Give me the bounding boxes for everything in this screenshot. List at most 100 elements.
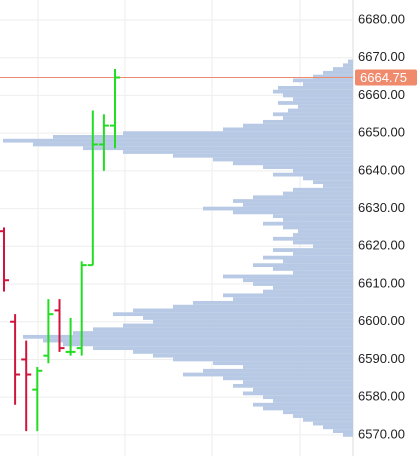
profile-bar: [323, 70, 353, 75]
profile-bar: [243, 278, 353, 283]
profile-bar: [273, 248, 353, 252]
profile-bar: [253, 387, 353, 392]
profile-bar: [273, 285, 353, 290]
profile-bar: [283, 191, 353, 196]
profile-bar: [298, 104, 353, 109]
profile-bar: [193, 300, 353, 305]
profile-bar: [203, 206, 353, 211]
profile-bar: [303, 417, 353, 422]
profile-bar: [43, 338, 353, 343]
profile-bar: [278, 101, 353, 105]
profile-bar: [93, 327, 353, 332]
profile-bar: [93, 346, 353, 351]
last-price-tag: [355, 69, 417, 86]
profile-bar: [23, 334, 353, 339]
profile-bar: [343, 432, 353, 437]
profile-bar: [303, 82, 353, 86]
profile-bar: [273, 214, 353, 219]
profile-bar: [113, 312, 353, 317]
profile-bar: [283, 218, 353, 222]
profile-bar: [263, 165, 353, 169]
profile-bar: [203, 368, 353, 373]
profile-bar: [123, 323, 353, 328]
profile-bar: [243, 202, 353, 207]
profile-bar: [73, 331, 353, 335]
y-tick-label: 6570.00: [358, 426, 405, 441]
profile-bar: [53, 135, 353, 139]
profile-bar: [323, 184, 353, 188]
profile-bar: [243, 365, 353, 369]
profile-bar: [263, 221, 353, 226]
profile-bar: [233, 383, 353, 388]
profile-bar: [143, 316, 353, 320]
profile-bar: [283, 259, 353, 264]
profile-bar: [283, 225, 353, 230]
profile-bar: [263, 255, 353, 260]
profile-bar: [253, 282, 353, 286]
profile-bar: [293, 240, 353, 245]
profile-bar: [173, 357, 353, 362]
profile-bar: [253, 195, 353, 200]
profile-bar: [333, 67, 353, 71]
profile-bar: [343, 63, 353, 68]
profile-bar: [83, 146, 353, 151]
y-tick-label: 6660.00: [358, 87, 405, 102]
profile-bar: [223, 376, 353, 381]
profile-bar: [273, 89, 353, 94]
profile-bar: [63, 342, 353, 347]
profile-bar: [288, 108, 353, 113]
profile-bar: [273, 236, 353, 241]
y-tick-label: 6590.00: [358, 351, 405, 366]
profile-bar: [213, 157, 353, 162]
profile-bar: [243, 380, 353, 384]
profile-bar: [183, 372, 353, 377]
profile-bar: [233, 210, 353, 215]
profile-bar: [273, 112, 353, 117]
profile-bar: [313, 244, 353, 249]
y-tick-label: 6650.00: [358, 125, 405, 140]
profile-bar: [348, 59, 353, 64]
profile-bar: [263, 289, 353, 294]
profile-bar: [263, 395, 353, 400]
profile-bar: [313, 74, 353, 79]
y-tick-label: 6580.00: [358, 389, 405, 404]
y-tick-label: 6620.00: [358, 238, 405, 253]
profile-bar: [233, 297, 353, 301]
profile-bar: [243, 391, 353, 396]
profile-bar: [253, 263, 353, 268]
last-price-label: 6664.75: [360, 70, 407, 85]
profile-bar: [263, 119, 353, 124]
profile-bar: [293, 168, 353, 173]
y-tick-label: 6670.00: [358, 49, 405, 64]
profile-bar: [223, 293, 353, 298]
y-tick-label: 6640.00: [358, 162, 405, 177]
profile-bar: [293, 187, 353, 192]
profile-bar: [233, 199, 353, 203]
profile-bar: [253, 402, 353, 407]
profile-bar: [273, 267, 353, 271]
y-tick-label: 6610.00: [358, 275, 405, 290]
y-tick-label: 6600.00: [358, 313, 405, 328]
profile-bar: [243, 123, 353, 128]
profile-bar: [153, 353, 353, 358]
profile-bar: [273, 172, 353, 177]
profile-bar: [303, 176, 353, 181]
profile-bar: [293, 270, 353, 275]
profile-bar: [283, 93, 353, 98]
profile-bar: [293, 251, 353, 256]
profile-bar: [233, 161, 353, 166]
profile-bar: [293, 233, 353, 237]
profile-bar: [313, 421, 353, 426]
profile-bar: [173, 153, 353, 158]
profile-bar: [123, 131, 353, 136]
profile-bar: [153, 319, 353, 324]
profile-bar: [283, 116, 353, 120]
profile-bar: [293, 78, 353, 83]
profile-bar: [293, 414, 353, 418]
profile-bar: [33, 142, 353, 147]
profile-bar: [313, 180, 353, 185]
profile-bar: [293, 97, 353, 102]
profile-bar: [123, 150, 353, 154]
y-tick-label: 6680.00: [358, 11, 405, 26]
